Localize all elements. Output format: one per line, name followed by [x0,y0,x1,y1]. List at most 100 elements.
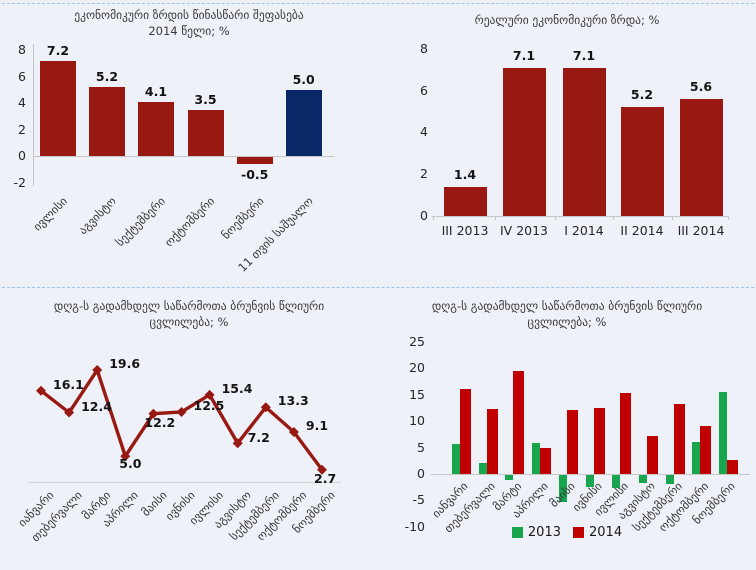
page-border-middle [2,287,754,288]
bar-value-label: 4.1 [144,83,168,99]
chart-title-line2: 2014 წელი; % [148,24,230,38]
x-axis-label: IV 2013 [499,223,549,238]
x-axis-label: II 2014 [620,223,664,238]
diamond-marker [260,402,271,413]
y-axis-tick-label: 4 [18,95,26,110]
y-axis-tick-label: 2 [420,166,428,182]
bar [679,98,723,216]
bar-2013 [612,475,621,489]
bar-2014 [620,392,632,474]
y-axis-line [33,44,34,186]
bar-2014 [460,388,471,474]
y-axis-tick-label: 20 [409,360,425,376]
x-axis-tickmark [728,216,729,220]
point-value-label: 12.2 [144,414,176,430]
bar-2013 [585,475,594,488]
bar [443,186,487,216]
diamond-marker [120,451,131,462]
x-axis-line [33,156,334,157]
bar-2014 [646,435,658,474]
legend-label: 2014 [589,525,623,540]
bar [89,87,125,156]
bar-2013 [505,475,514,481]
chart-legend: 2013 2014 [378,525,756,540]
point-value-label: 15.4 [221,380,253,396]
y-axis-tick-label: 8 [420,40,428,56]
x-axis-label: ოქტომბერი [161,194,218,250]
bar-2013 [638,475,647,483]
bar-value-label: 1.4 [453,166,477,182]
y-axis-tick-label: 2 [18,121,26,137]
y-axis-tick-label: 25 [409,334,425,349]
page-border-top [2,3,754,4]
bar [187,109,224,156]
legend-item: 2014 [573,525,622,540]
chart-title: დღგ-ს გადამხდელ საწარმოთა ბრუნვის წლიური… [0,298,378,330]
y-axis-tick-label: -5 [412,492,425,508]
bar-2014 [513,370,525,474]
bar-value-label: 5.6 [689,78,713,94]
bar-2014 [727,459,738,474]
bar-value-label: 7.1 [572,47,596,63]
y-axis-tick-label: 15 [409,386,425,402]
bar-2013 [558,475,567,503]
diamond-marker [232,438,243,449]
x-axis-label: აგვისტო [75,194,119,238]
bar-value-label: 5.0 [292,71,315,87]
bar-2013 [478,462,487,474]
chart-title-line1: რეალური ეკონომიკური ზრდა; % [474,13,660,27]
y-axis-tick-label: 6 [420,82,428,98]
bar-2013 [532,443,541,474]
bar-2014 [593,408,605,474]
y-axis-tick-label: 10 [409,413,425,429]
bar-2014 [540,447,552,474]
point-value-label: 16.1 [53,376,84,392]
y-axis-tick-label: 6 [18,68,26,84]
chart-vat-turnover-bars: დღგ-ს გადამხდელ საწარმოთა ბრუნვის წლიური… [378,285,756,570]
chart-vat-turnover-line: დღგ-ს გადამხდელ საწარმოთა ბრუნვის წლიური… [0,285,378,570]
chart-title-line2: ცვლილება; % [149,315,229,329]
bar-2013 [665,475,674,484]
bar [285,89,322,156]
x-axis-tickmark [613,216,614,220]
x-axis-tickmark [494,216,496,220]
x-axis-label: III 2014 [677,223,725,238]
legend-label: 2013 [527,525,561,540]
y-axis-tick-label: 4 [420,124,428,140]
x-axis-line [432,216,728,217]
chart-title-line1: ეკონომიკური ზრდის წინასწარი შეფასება [74,8,304,22]
point-value-label: 5.0 [119,456,142,472]
bar-value-label: 5.2 [95,69,119,85]
bar-value-label: 7.2 [46,42,70,58]
y-axis-tick-label: -2 [13,174,26,190]
legend-swatch [573,527,584,538]
legend-item: 2013 [511,525,561,540]
bar-value-label: 3.5 [194,91,217,107]
bar-2013 [692,441,701,474]
bar-value-label: 7.1 [512,47,536,63]
point-value-label: 12.5 [193,397,225,413]
point-value-label: 9.1 [305,418,329,433]
y-axis-tick-label: 0 [420,208,428,223]
y-axis-tick-label: -10 [404,518,425,534]
bar-2014 [486,408,498,474]
y-axis-tick-label: 5 [417,439,425,455]
x-axis-label: სექტემბერი [112,194,168,250]
bar [40,60,76,156]
x-axis-tickmark [671,216,673,220]
x-axis-label: ივლისი [30,194,70,234]
point-value-label: 19.6 [109,356,141,372]
x-axis-label: I 2014 [564,223,604,238]
chart-title-line2: ცვლილება; % [527,315,607,329]
y-axis-tick-label: 8 [18,42,26,57]
bar [138,101,174,156]
diamond-marker [317,464,327,475]
bar-2014 [566,409,578,474]
bar-2013 [452,443,460,474]
x-axis-line [28,482,341,483]
diamond-marker [288,427,299,438]
bar [236,157,273,164]
y-axis-tick-label: 0 [417,466,425,481]
diamond-marker [204,389,215,400]
